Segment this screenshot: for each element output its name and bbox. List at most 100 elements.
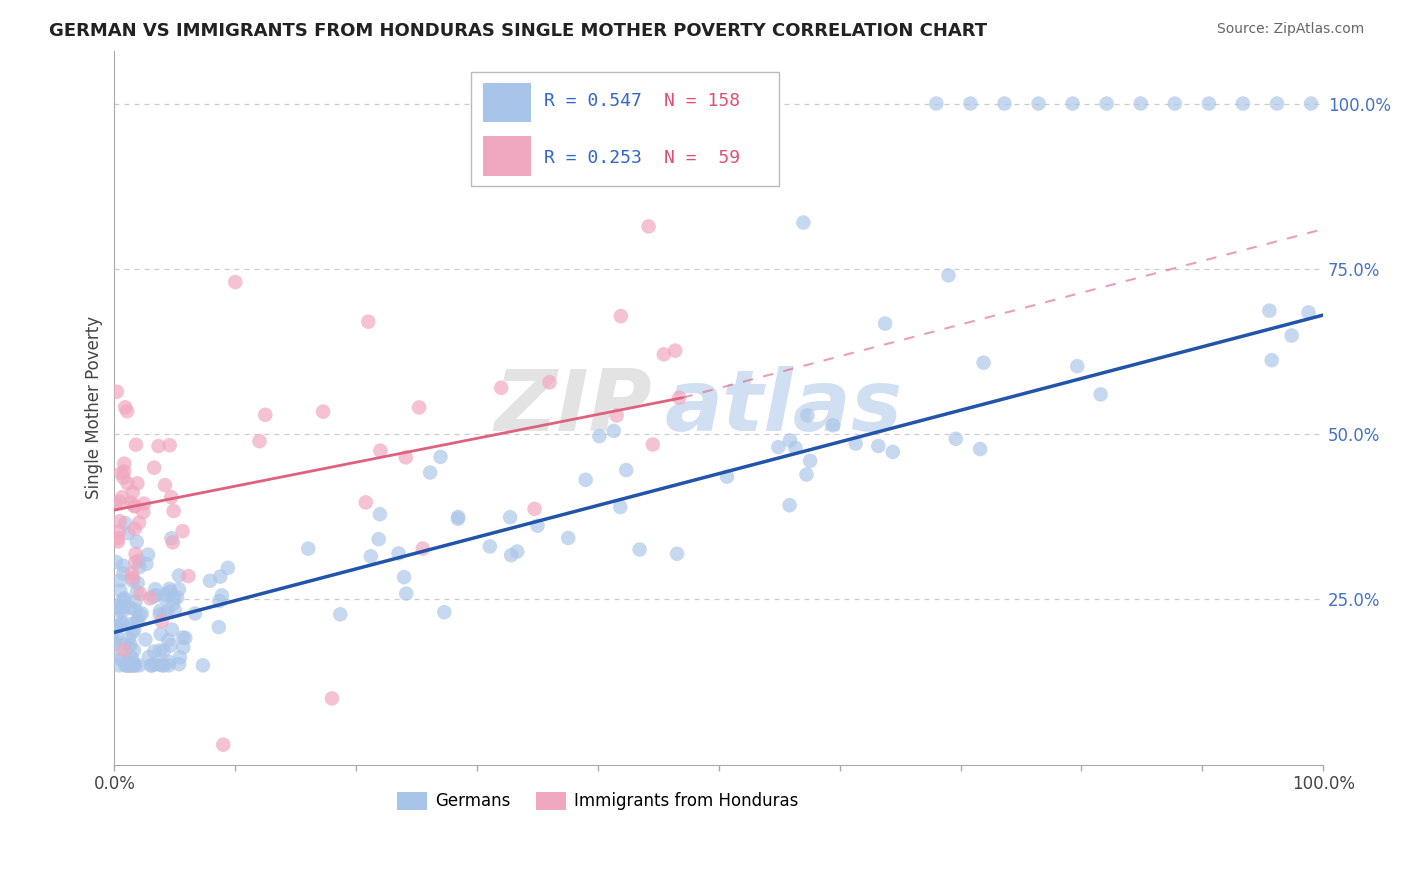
- Point: [312, 404, 335, 418]
- Text: R = 0.253: R = 0.253: [544, 149, 641, 167]
- Point: [105, 555, 128, 569]
- Point: [628, 542, 651, 557]
- Point: [157, 655, 180, 669]
- Point: [641, 437, 664, 451]
- Point: [160, 639, 183, 653]
- Point: [128, 560, 150, 574]
- Point: [973, 356, 995, 370]
- Point: [141, 658, 163, 673]
- Point: [114, 658, 136, 673]
- Point: [125, 615, 148, 629]
- Point: [138, 649, 160, 664]
- Point: [111, 490, 134, 504]
- Point: [526, 518, 548, 533]
- Point: [111, 558, 134, 573]
- Point: [152, 658, 174, 673]
- Point: [557, 531, 579, 545]
- Point: [115, 404, 138, 418]
- Point: [149, 604, 172, 618]
- Point: [501, 548, 523, 562]
- Text: N = 158: N = 158: [665, 92, 741, 110]
- Point: [110, 583, 132, 598]
- Point: [166, 591, 188, 605]
- Point: [163, 591, 186, 606]
- Point: [489, 381, 512, 395]
- Point: [1028, 96, 1050, 111]
- Point: [969, 442, 991, 456]
- Point: [124, 555, 146, 569]
- Point: [128, 607, 150, 622]
- Point: [172, 640, 194, 655]
- Text: N =  59: N = 59: [665, 149, 741, 167]
- Point: [167, 582, 190, 597]
- Point: [114, 516, 136, 530]
- Point: [1129, 96, 1152, 111]
- Point: [157, 658, 180, 673]
- Point: [367, 532, 389, 546]
- Point: [408, 401, 430, 415]
- Point: [114, 591, 136, 606]
- Point: [114, 637, 136, 651]
- Point: [127, 575, 149, 590]
- Point: [157, 633, 180, 648]
- Point: [945, 432, 967, 446]
- Point: [111, 604, 134, 618]
- Point: [110, 652, 132, 666]
- Point: [117, 476, 139, 491]
- Point: [162, 504, 184, 518]
- Point: [1260, 353, 1282, 368]
- Point: [768, 440, 790, 454]
- Point: [637, 219, 659, 234]
- Point: [447, 512, 470, 526]
- Point: [124, 658, 146, 673]
- Point: [124, 658, 146, 673]
- Point: [112, 566, 135, 581]
- Point: [107, 601, 129, 615]
- Point: [107, 534, 129, 549]
- Point: [249, 434, 271, 449]
- Point: [111, 615, 134, 629]
- Point: [120, 600, 142, 615]
- Point: [875, 317, 897, 331]
- Point: [143, 644, 166, 658]
- Point: [107, 531, 129, 545]
- Point: [1066, 359, 1088, 374]
- Point: [779, 434, 801, 448]
- Point: [198, 574, 221, 588]
- Point: [124, 522, 146, 536]
- Point: [108, 599, 131, 614]
- Point: [321, 691, 343, 706]
- Point: [1062, 96, 1084, 111]
- Point: [124, 547, 146, 561]
- Point: [172, 631, 194, 645]
- Point: [127, 476, 149, 491]
- Point: [153, 591, 176, 605]
- Point: [121, 485, 143, 500]
- Point: [882, 445, 904, 459]
- Point: [117, 655, 139, 669]
- Point: [208, 594, 231, 608]
- Point: [433, 605, 456, 619]
- Point: [368, 507, 391, 521]
- Point: [167, 657, 190, 672]
- Legend: Germans, Immigrants from Honduras: Germans, Immigrants from Honduras: [391, 785, 806, 817]
- Point: [122, 658, 145, 673]
- Point: [167, 568, 190, 582]
- Point: [157, 582, 180, 596]
- Point: [149, 627, 172, 641]
- Point: [108, 494, 131, 508]
- Point: [120, 638, 142, 652]
- Point: [120, 658, 142, 673]
- Point: [716, 469, 738, 483]
- Point: [799, 454, 821, 468]
- Point: [125, 534, 148, 549]
- Point: [124, 594, 146, 608]
- Point: [145, 588, 167, 602]
- Point: [447, 510, 470, 524]
- Point: [357, 315, 380, 329]
- Point: [360, 549, 382, 564]
- Point: [610, 309, 633, 323]
- Point: [523, 502, 546, 516]
- Point: [104, 497, 127, 511]
- Point: [127, 614, 149, 628]
